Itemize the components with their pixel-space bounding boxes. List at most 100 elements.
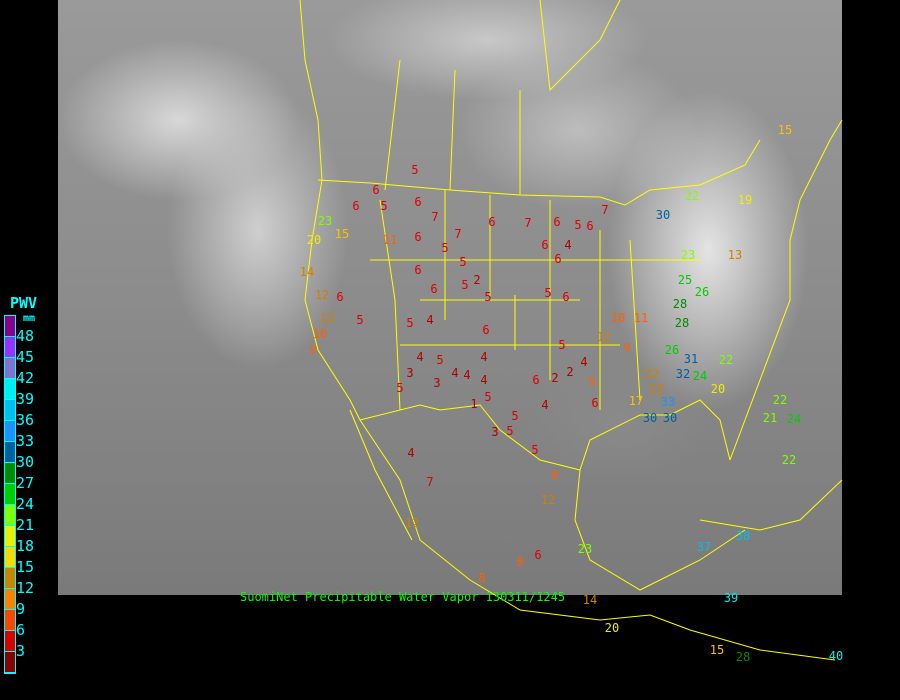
station-pwv-value: 5 — [484, 290, 492, 304]
station-pwv-value: 5 — [436, 353, 444, 367]
station-pwv-value: 5 — [441, 241, 449, 255]
mexico-gulf-coast — [574, 469, 746, 591]
station-pwv-value: 2 — [551, 371, 559, 385]
station-pwv-value: 9 — [588, 375, 596, 389]
station-pwv-value: 6 — [372, 183, 380, 197]
legend-label: 12 — [16, 579, 35, 597]
station-pwv-value: 5 — [406, 316, 414, 330]
station-pwv-value: 12 — [404, 516, 420, 530]
legend-swatch — [5, 652, 15, 673]
station-pwv-value: 5 — [461, 278, 469, 292]
legend-swatch — [5, 631, 15, 652]
station-pwv-value: 12 — [596, 330, 612, 344]
station-pwv-value: 13 — [319, 311, 335, 325]
legend-swatch — [5, 610, 15, 631]
station-pwv-value: 6 — [591, 396, 599, 410]
us-mexico-border — [359, 404, 581, 471]
station-pwv-value: 28 — [672, 297, 688, 311]
legend-label: 33 — [16, 432, 35, 450]
station-pwv-value: 39 — [723, 591, 739, 605]
station-pwv-value: 6 — [534, 548, 542, 562]
station-pwv-value: 8 — [478, 571, 486, 585]
station-pwv-value: 6 — [482, 323, 490, 337]
station-pwv-value: 1 — [470, 397, 478, 411]
station-pwv-value: 4 — [564, 238, 572, 252]
station-pwv-value: 4 — [451, 366, 459, 380]
station-pwv-value: 30 — [662, 411, 678, 425]
legend-swatch — [5, 463, 15, 484]
station-pwv-value: 9 — [309, 343, 317, 357]
station-pwv-value: 6 — [586, 219, 594, 233]
legend-label: 39 — [16, 390, 35, 408]
legend-swatch — [5, 442, 15, 463]
legend-swatch — [5, 337, 15, 358]
legend-label: 9 — [16, 600, 26, 618]
legend-label: 45 — [16, 348, 35, 366]
station-pwv-value: 26 — [694, 285, 710, 299]
station-pwv-value: 5 — [511, 409, 519, 423]
legend-label: 24 — [16, 495, 35, 513]
legend-swatch — [5, 568, 15, 589]
station-pwv-value: 20 — [306, 233, 322, 247]
station-pwv-value: 6 — [414, 195, 422, 209]
station-pwv-value: 8 — [516, 555, 524, 569]
west-coast — [299, 0, 361, 421]
station-pwv-value: 14 — [582, 593, 598, 607]
station-pwv-value: 10 — [312, 327, 328, 341]
station-pwv-value: 12 — [540, 493, 556, 507]
legend-swatch — [5, 400, 15, 421]
legend-swatch — [5, 358, 15, 379]
station-pwv-value: 4 — [463, 368, 471, 382]
legend-swatch — [5, 484, 15, 505]
legend-label: 36 — [16, 411, 35, 429]
station-pwv-value: 24 — [786, 412, 802, 426]
legend-label: 48 — [16, 327, 35, 345]
station-pwv-value: 5 — [411, 163, 419, 177]
station-pwv-value: 6 — [414, 263, 422, 277]
station-pwv-value: 4 — [407, 446, 415, 460]
legend-label: 21 — [16, 516, 35, 534]
station-pwv-value: 19 — [737, 193, 753, 207]
station-pwv-value: 5 — [459, 255, 467, 269]
station-pwv-value: 32 — [675, 367, 691, 381]
station-pwv-value: 6 — [554, 252, 562, 266]
legend-label: 27 — [16, 474, 35, 492]
satellite-map — [58, 0, 842, 595]
legend-label: 18 — [16, 537, 35, 555]
station-pwv-value: 9 — [623, 341, 631, 355]
station-pwv-value: 2 — [473, 273, 481, 287]
legend-label: 15 — [16, 558, 35, 576]
mexico-coast — [359, 419, 836, 661]
station-pwv-value: 30 — [655, 208, 671, 222]
station-pwv-value: 3 — [406, 366, 414, 380]
station-pwv-value: 4 — [416, 350, 424, 364]
station-pwv-value: 7 — [431, 210, 439, 224]
gulf-coast — [579, 399, 731, 471]
station-pwv-value: 13 — [727, 248, 743, 262]
station-pwv-value: 30 — [642, 411, 658, 425]
station-pwv-value: 28 — [674, 316, 690, 330]
station-pwv-value: 6 — [430, 282, 438, 296]
station-pwv-value: 14 — [299, 265, 315, 279]
legend-swatch — [5, 526, 15, 547]
us-canada-border — [317, 139, 761, 206]
canada-provinces — [384, 0, 621, 195]
station-pwv-value: 4 — [580, 355, 588, 369]
station-pwv-value: 12 — [314, 288, 330, 302]
station-pwv-value: 7 — [601, 203, 609, 217]
station-pwv-value: 11 — [633, 311, 649, 325]
station-pwv-value: 4 — [541, 398, 549, 412]
station-pwv-value: 17 — [628, 394, 644, 408]
station-pwv-value: 5 — [574, 218, 582, 232]
station-pwv-value: 7 — [426, 475, 434, 489]
legend-swatch — [5, 316, 15, 337]
station-pwv-value: 20 — [710, 382, 726, 396]
station-pwv-value: 22 — [781, 453, 797, 467]
legend-swatch — [5, 379, 15, 400]
station-pwv-value: 24 — [692, 369, 708, 383]
station-pwv-value: 4 — [480, 373, 488, 387]
legend-unit: mm — [23, 313, 36, 324]
station-pwv-value: 2 — [566, 365, 574, 379]
station-pwv-value: 4 — [480, 350, 488, 364]
